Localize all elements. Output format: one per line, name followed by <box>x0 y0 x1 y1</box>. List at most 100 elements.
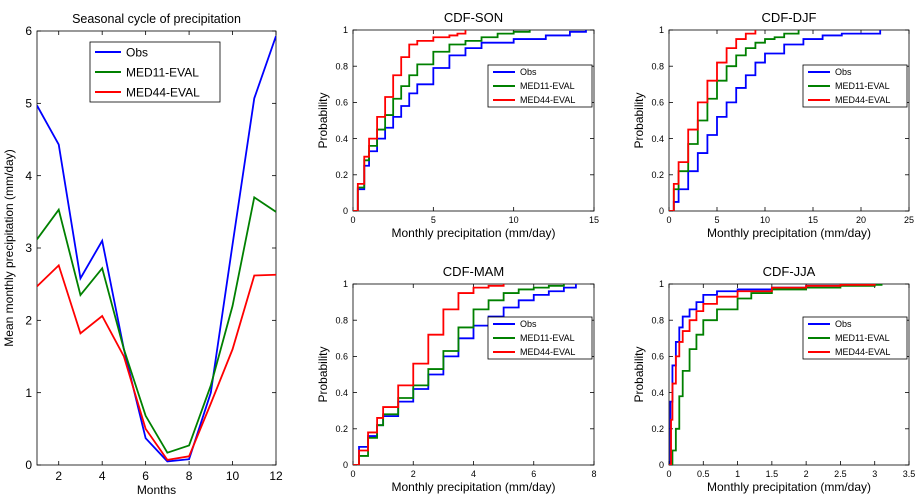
legend-label: MED11-EVAL <box>835 81 890 91</box>
x-tick-label: 3.5 <box>903 469 916 479</box>
chart-panel-cdf-jja: 0 0.5 1 1.5 2 2.5 3 3.5 0 0.2 0.4 0.6 0.8 1 CDF-JJA Mon… <box>632 264 915 494</box>
plot-frame <box>352 29 595 212</box>
x-tick-label: 0 <box>666 469 671 479</box>
chart-panel-cdf-son: 0 5 10 15 0 0.2 0.4 0.6 0.8 1 CDF-SON Monthly preci… <box>316 10 599 240</box>
y-tick-label: 0.8 <box>335 315 348 325</box>
y-tick-label: 1 <box>343 279 348 289</box>
chart-title: CDF-DJF <box>762 10 817 25</box>
chart-title: CDF-JJA <box>763 264 816 279</box>
y-tick-label: 5 <box>25 97 32 111</box>
x-tick-label: 6 <box>142 469 149 483</box>
x-tick-label: 2.5 <box>834 469 847 479</box>
series-line-obs <box>37 35 276 463</box>
y-tick-label: 0.6 <box>651 98 664 108</box>
legend-label: MED44-EVAL <box>835 347 890 357</box>
y-tick-label: 0.8 <box>651 61 664 71</box>
chart-title: CDF-MAM <box>443 264 504 279</box>
y-axis-label: Probability <box>316 92 330 148</box>
legend-label: MED44-EVAL <box>520 347 575 357</box>
x-tick-label: 1 <box>735 469 740 479</box>
x-tick-label: 15 <box>589 215 599 225</box>
legend-label: MED44-EVAL <box>835 95 890 105</box>
y-tick-label: 0.2 <box>335 424 348 434</box>
legend-label: MED11-EVAL <box>520 81 575 91</box>
y-axis-label: Probability <box>632 346 646 402</box>
x-tick-label: 2 <box>55 469 62 483</box>
x-tick-label: 4 <box>99 469 106 483</box>
legend-label: MED44-EVAL <box>126 85 200 99</box>
x-tick-label: 8 <box>186 469 193 483</box>
y-tick-label: 0.6 <box>651 352 664 362</box>
series-line-med44 <box>353 284 505 465</box>
legend-label: Obs <box>835 67 852 77</box>
y-tick-label: 3 <box>25 241 32 255</box>
y-tick-label: 0 <box>343 460 348 470</box>
x-tick-label: 15 <box>808 215 818 225</box>
x-tick-label: 5 <box>431 215 436 225</box>
legend-label: Obs <box>835 319 852 329</box>
y-tick-label: 1 <box>659 25 664 35</box>
x-tick-label: 0 <box>666 215 671 225</box>
y-tick-label: 0 <box>659 460 664 470</box>
y-tick-label: 1 <box>343 25 348 35</box>
y-tick-label: 1 <box>25 386 32 400</box>
x-axis-label: Monthly precipitation (mm/day) <box>707 480 871 494</box>
y-tick-label: 0.2 <box>651 424 664 434</box>
legend-label: Obs <box>126 45 148 59</box>
y-axis-label: Probability <box>316 346 330 402</box>
chart-title: CDF-SON <box>444 10 503 25</box>
x-axis-label: Monthly precipitation (mm/day) <box>391 226 555 240</box>
series-line-med11 <box>37 195 276 454</box>
x-tick-label: 20 <box>856 215 866 225</box>
x-tick-label: 10 <box>760 215 770 225</box>
y-tick-label: 0.2 <box>335 170 348 180</box>
x-tick-label: 10 <box>226 469 240 483</box>
y-tick-label: 0 <box>25 458 32 472</box>
y-tick-label: 0.2 <box>651 170 664 180</box>
x-tick-label: 2 <box>411 469 416 479</box>
x-tick-label: 2 <box>804 469 809 479</box>
legend-label: MED11-EVAL <box>520 333 575 343</box>
x-tick-label: 0 <box>350 469 355 479</box>
y-tick-label: 4 <box>25 169 32 183</box>
legend-label: Obs <box>520 67 537 77</box>
y-tick-label: 0.4 <box>651 134 664 144</box>
x-tick-label: 0.5 <box>697 469 710 479</box>
y-tick-label: 0.8 <box>651 315 664 325</box>
x-tick-label: 3 <box>872 469 877 479</box>
chart-panel-cdf-djf: 0 5 10 15 20 25 0 0.2 0.4 0.6 0.8 1 CDF-DJF Monthly p… <box>632 10 914 240</box>
series-line-med11 <box>669 30 800 211</box>
y-tick-label: 0.6 <box>335 352 348 362</box>
x-tick-label: 10 <box>509 215 519 225</box>
x-axis-label: Monthly precipitation (mm/day) <box>707 226 871 240</box>
plot-frame <box>668 283 910 466</box>
x-axis-label: Months <box>137 483 176 496</box>
y-tick-label: 6 <box>25 24 32 38</box>
series-line-med44 <box>669 30 757 211</box>
x-tick-label: 5 <box>714 215 719 225</box>
legend-label: MED11-EVAL <box>126 65 199 79</box>
series-line-med44 <box>353 30 467 211</box>
x-tick-label: 12 <box>269 469 283 483</box>
y-tick-label: 0.4 <box>335 134 348 144</box>
legend-label: MED11-EVAL <box>835 333 890 343</box>
series-line-med11 <box>353 284 565 465</box>
y-tick-label: 1 <box>659 279 664 289</box>
y-tick-label: 0.8 <box>335 61 348 71</box>
y-tick-label: 0 <box>343 206 348 216</box>
x-axis-label: Monthly precipitation (mm/day) <box>391 480 555 494</box>
series-line-med11 <box>669 284 883 465</box>
chart-title: Seasonal cycle of precipitation <box>72 12 241 26</box>
x-tick-label: 0 <box>350 215 355 225</box>
x-tick-label: 8 <box>591 469 596 479</box>
y-axis-label: Mean monthly precipitation (mm/day) <box>2 149 16 346</box>
series-line-med44 <box>37 263 276 461</box>
series-line-med44 <box>669 284 876 465</box>
y-tick-label: 0.6 <box>335 98 348 108</box>
x-tick-label: 4 <box>471 469 476 479</box>
y-tick-label: 0.4 <box>335 388 348 398</box>
x-tick-label: 1.5 <box>766 469 779 479</box>
